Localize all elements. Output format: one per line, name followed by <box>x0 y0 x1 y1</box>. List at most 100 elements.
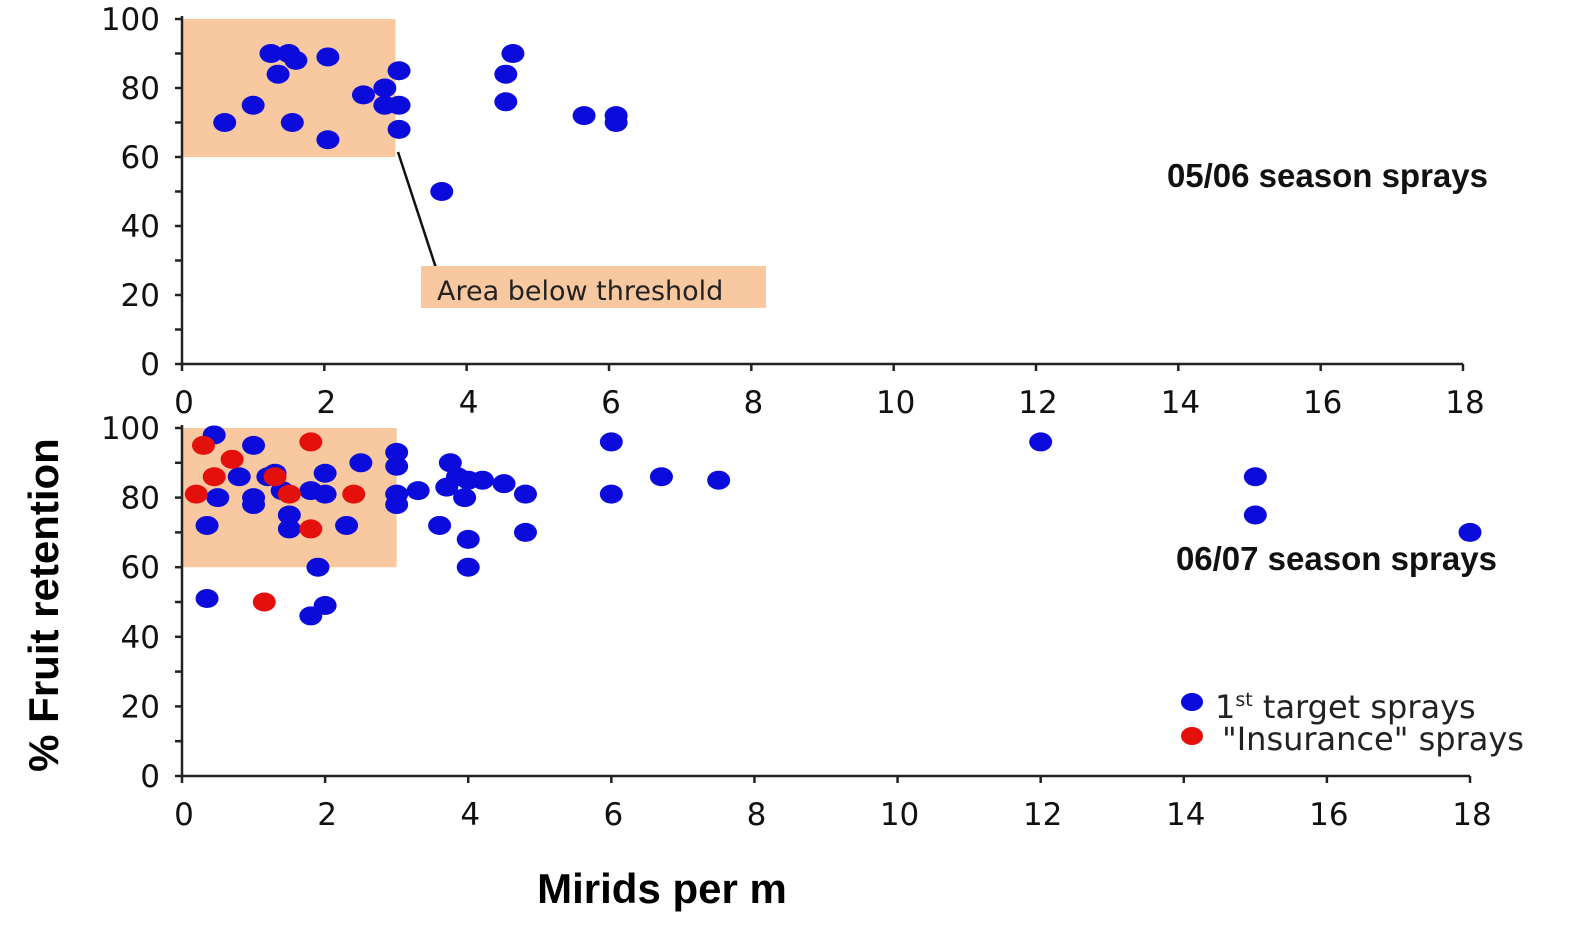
target-spray-point <box>349 453 373 473</box>
insurance-spray-point <box>299 432 323 452</box>
x-tick-label: 14 <box>1161 385 1200 421</box>
x-axis-title: Mirids per m <box>537 865 787 912</box>
target-spray-point <box>1243 467 1267 487</box>
x-tick-label: 6 <box>601 385 621 421</box>
legend-marker-insurance <box>1181 727 1203 745</box>
target-spray-point <box>277 505 301 525</box>
y-tick-label: 20 <box>121 278 160 314</box>
target-spray-point <box>494 92 518 112</box>
x-tick-label: 18 <box>1445 385 1484 421</box>
target-spray-point <box>494 64 518 84</box>
x-tick-label: 8 <box>747 797 767 833</box>
y-tick-label: 100 <box>101 2 160 38</box>
target-spray-point <box>471 470 495 490</box>
target-spray-point <box>599 432 623 452</box>
target-spray-point <box>707 470 731 490</box>
target-spray-point <box>1458 522 1482 542</box>
target-spray-point <box>316 130 340 150</box>
target-spray-point <box>604 113 628 132</box>
target-spray-point <box>306 557 330 577</box>
season-label: 05/06 season sprays <box>1167 157 1488 194</box>
target-spray-point <box>387 61 411 81</box>
target-spray-point <box>387 95 411 115</box>
x-tick-label: 6 <box>603 797 623 833</box>
points-layer <box>213 44 628 201</box>
season-label: 06/07 season sprays <box>1176 540 1497 577</box>
legend-target-main: 1 <box>1215 688 1235 726</box>
target-spray-point <box>649 467 673 487</box>
panel-0607-season: 0 20 40 60 80 100 0 2 4 6 8 10 12 14 16 18 06/07 season… <box>101 411 1497 833</box>
target-spray-point <box>242 435 266 455</box>
target-spray-point <box>195 589 219 609</box>
target-spray-point <box>335 515 359 535</box>
target-spray-point <box>1029 432 1053 452</box>
x-tick-label: 4 <box>459 385 479 421</box>
target-spray-point <box>299 606 323 626</box>
y-tick-label: 80 <box>121 71 160 107</box>
legend-target-rest: target sprays <box>1253 688 1476 726</box>
x-tick-label: 0 <box>174 797 194 833</box>
y-tick-label: 0 <box>140 759 160 795</box>
insurance-spray-point <box>263 467 287 487</box>
x-tick-label: 14 <box>1166 797 1205 833</box>
insurance-spray-point <box>299 519 323 539</box>
x-tick-label: 18 <box>1452 797 1491 833</box>
target-spray-point <box>428 515 452 535</box>
target-spray-point <box>453 488 477 508</box>
y-tick-label: 40 <box>121 620 160 656</box>
target-spray-point <box>373 78 397 98</box>
callout-leader-line <box>396 151 438 269</box>
target-spray-point <box>206 488 230 508</box>
x-tick-label: 12 <box>1018 385 1057 421</box>
x-tick-label: 0 <box>174 385 194 421</box>
target-spray-point <box>266 64 290 84</box>
y-tick-label: 40 <box>121 209 160 245</box>
target-spray-point <box>406 481 430 501</box>
target-spray-point <box>501 44 525 63</box>
legend-label-insurance: "Insurance" sprays <box>1222 720 1524 758</box>
y-tick-label: 20 <box>121 689 160 725</box>
panel-0505-season: Area below threshold 0 20 40 60 80 100 0 2 4 6 8 10… <box>101 2 1488 421</box>
target-spray-point <box>456 529 480 549</box>
target-spray-point <box>227 467 251 487</box>
target-spray-point <box>385 495 409 515</box>
legend-marker-target <box>1181 693 1203 711</box>
insurance-spray-point <box>277 484 301 504</box>
x-tick-label: 8 <box>743 385 763 421</box>
axes: 0 20 40 60 80 100 0 2 4 6 8 10 12 14 16 18 <box>101 411 1492 833</box>
target-spray-point <box>213 113 237 132</box>
insurance-spray-point <box>184 484 208 504</box>
target-spray-point <box>599 484 623 504</box>
target-spray-point <box>430 182 454 201</box>
x-tick-label: 16 <box>1309 797 1348 833</box>
target-spray-point <box>492 474 516 494</box>
target-spray-point <box>241 95 265 115</box>
x-tick-label: 2 <box>317 797 337 833</box>
y-axis-title: % Fruit retention <box>20 438 67 772</box>
target-spray-point <box>351 85 375 105</box>
target-spray-point <box>513 484 537 504</box>
target-spray-point <box>313 463 337 483</box>
x-tick-label: 4 <box>460 797 480 833</box>
y-tick-label: 80 <box>121 481 160 517</box>
y-tick-label: 0 <box>140 347 160 383</box>
target-spray-point <box>259 44 283 63</box>
insurance-spray-point <box>342 484 366 504</box>
target-spray-point <box>313 484 337 504</box>
target-spray-point <box>316 47 340 67</box>
x-tick-label: 16 <box>1303 385 1342 421</box>
axes: 0 20 40 60 80 100 0 2 4 6 8 10 12 14 16 18 <box>101 2 1485 421</box>
target-spray-point <box>1243 505 1267 525</box>
target-spray-point <box>277 519 301 539</box>
target-spray-point <box>242 495 266 515</box>
x-tick-label: 10 <box>880 797 919 833</box>
target-spray-point <box>513 522 537 542</box>
x-tick-label: 10 <box>876 385 915 421</box>
legend: 1st target sprays "Insurance" sprays <box>1181 688 1524 758</box>
insurance-spray-point <box>202 467 226 487</box>
target-spray-point <box>195 515 219 535</box>
points-layer <box>184 425 1482 626</box>
callout-box <box>421 266 766 308</box>
